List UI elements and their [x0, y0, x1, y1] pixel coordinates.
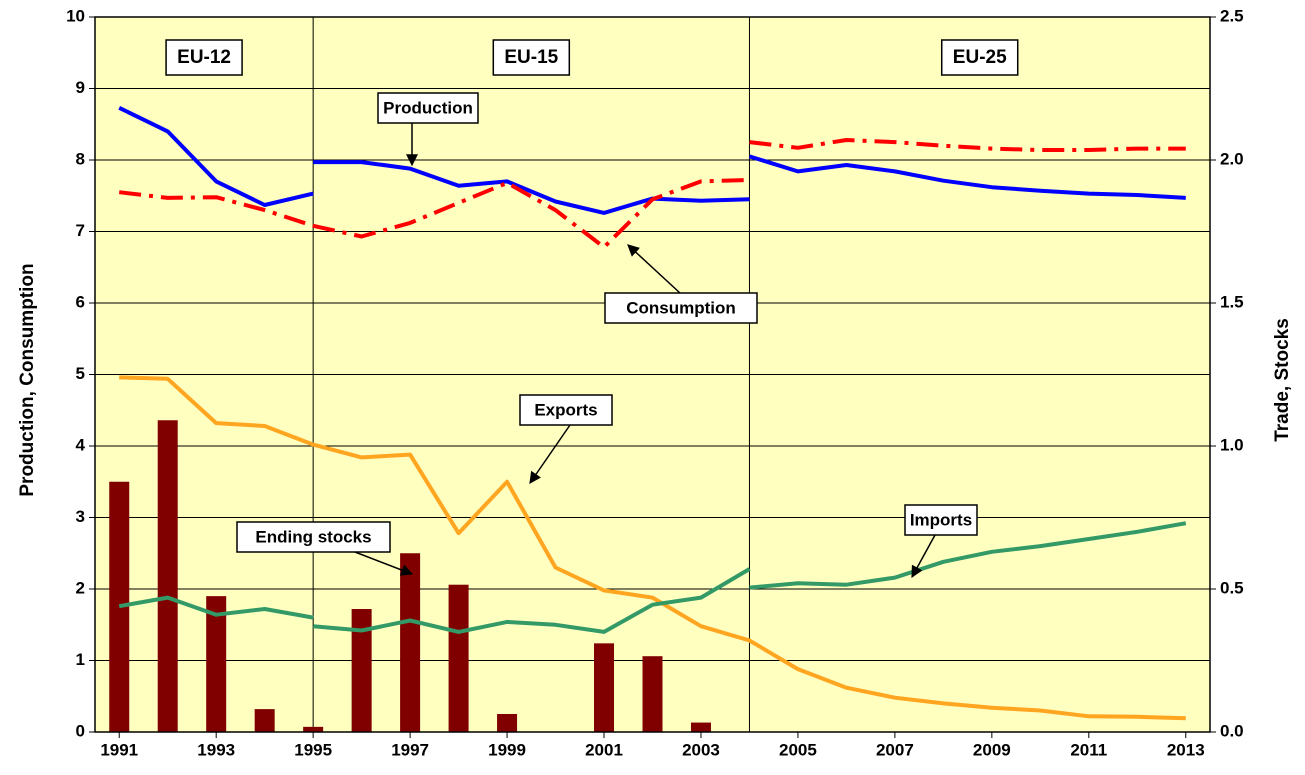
region-label: EU-12	[177, 47, 231, 68]
y2-tick-label: 1.5	[1220, 292, 1244, 311]
x-tick-label: 1993	[197, 740, 235, 759]
bar	[157, 420, 178, 732]
series-label: Production	[383, 98, 473, 117]
x-tick-label: 2011	[1070, 740, 1107, 759]
line	[118, 106, 1186, 215]
callout-arrow	[911, 534, 936, 579]
y2-tick-label: 0.0	[1220, 721, 1244, 740]
x-tick-label: 1995	[294, 740, 332, 759]
bar	[206, 596, 227, 732]
plot-frame	[94, 16, 1211, 733]
series-label: Imports	[910, 510, 972, 529]
y-tick-label: 6	[76, 292, 85, 311]
y2-tick-label: 2.0	[1220, 149, 1244, 168]
bar	[642, 656, 663, 732]
callout-box	[604, 292, 758, 324]
bar	[109, 481, 130, 732]
y2-tick-label: 1.0	[1220, 435, 1244, 454]
series-label: Exports	[534, 400, 597, 419]
y-tick-label: 4	[76, 435, 86, 454]
callout-arrow	[529, 424, 571, 484]
x-tick-label: 2001	[585, 740, 623, 759]
bar	[254, 709, 275, 732]
callout-arrow	[354, 551, 414, 576]
y-tick-label: 1	[76, 650, 85, 669]
bar	[303, 726, 324, 732]
y-tick-label: 2	[76, 578, 85, 597]
y2-axis-label: Trade, Stocks	[1272, 318, 1293, 442]
y-tick-label: 9	[76, 78, 85, 97]
x-tick-label: 2007	[876, 740, 914, 759]
x-tick-label: 2003	[682, 740, 720, 759]
series-label: Ending stocks	[255, 527, 371, 546]
y-tick-label: 8	[76, 149, 85, 168]
line	[119, 375, 1186, 721]
bar	[400, 553, 421, 732]
x-tick-label: 1991	[100, 740, 138, 759]
series-label: Consumption	[626, 298, 736, 317]
bar	[448, 584, 469, 732]
x-tick-label: 1999	[488, 740, 526, 759]
line	[118, 521, 1187, 634]
bar	[690, 722, 711, 732]
y2-tick-label: 0.5	[1220, 578, 1244, 597]
bar	[594, 643, 615, 732]
callout-box	[236, 521, 391, 553]
y2-tick-label: 2.5	[1220, 6, 1244, 25]
region-label: EU-15	[504, 47, 558, 68]
region-label: EU-25	[953, 47, 1007, 68]
region-label-box	[940, 39, 1019, 76]
y-tick-label: 7	[76, 221, 85, 240]
callout-arrow	[627, 244, 681, 294]
x-tick-label: 2005	[779, 740, 817, 759]
y-tick-label: 0	[76, 721, 85, 740]
x-tick-label: 2013	[1167, 740, 1205, 759]
x-tick-label: 1997	[391, 740, 429, 759]
region-label-box	[165, 39, 243, 76]
callout-box	[519, 394, 613, 426]
callout-box	[377, 92, 479, 124]
y-tick-label: 3	[76, 507, 85, 526]
bar	[351, 609, 372, 732]
y-tick-label: 10	[66, 6, 85, 25]
x-tick-label: 2009	[973, 740, 1011, 759]
y-axis-label: Production, Consumption	[17, 263, 38, 496]
callout-box	[904, 504, 978, 536]
bar	[497, 713, 518, 732]
line	[118, 138, 1186, 250]
region-label-box	[492, 39, 571, 76]
y-tick-label: 5	[76, 364, 85, 383]
